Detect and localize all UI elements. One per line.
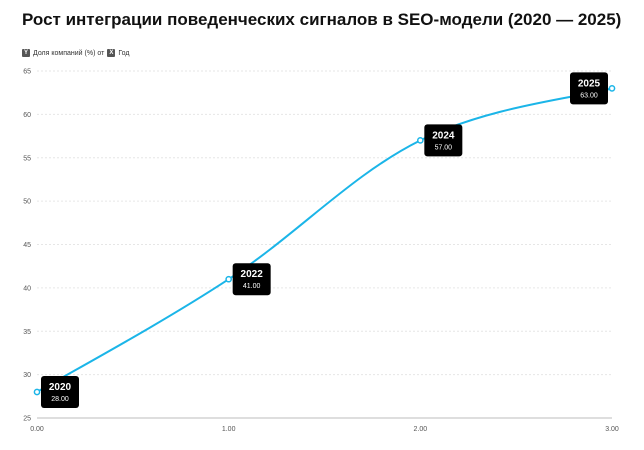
callout-year-label: 2022: [241, 269, 264, 280]
y-tick-label: 55: [23, 155, 31, 162]
grid-lines: [37, 70, 612, 419]
callout-year-label: 2025: [578, 78, 601, 89]
y-axis-badge: Y: [22, 49, 30, 57]
point-callout: 2022 41.00: [232, 263, 271, 296]
x-tick-labels: 0.00 1.00 2.00 3.00: [30, 426, 619, 433]
y-axis-caption: Доля компаний (%) от: [33, 49, 105, 57]
point-callout: 2025 63.00: [570, 72, 608, 105]
callout-value-label: 63.00: [580, 92, 598, 99]
y-tick-label: 40: [23, 285, 31, 292]
callout-box: [41, 375, 79, 408]
y-tick-label: 45: [23, 242, 31, 249]
y-tick-label: 30: [23, 372, 31, 379]
y-tick-label: 25: [23, 416, 31, 423]
x-tick-label: 0.00: [30, 426, 44, 433]
axis-caption: Y Доля компаний (%) от X Год: [22, 49, 129, 57]
x-axis-caption: Год: [118, 49, 130, 57]
callout-box: [232, 263, 271, 296]
x-tick-label: 2.00: [414, 426, 428, 433]
x-tick-label: 3.00: [605, 426, 619, 433]
x-axis-badge: X: [107, 49, 116, 57]
data-point: [416, 137, 424, 144]
point-callouts: 2020 28.00 2022 41.00 2024 57.00 2025 63.00: [41, 72, 608, 408]
callout-year-label: 2020: [49, 382, 72, 393]
data-point: [608, 85, 616, 92]
callout-year-label: 2024: [432, 130, 455, 141]
data-point: [225, 275, 233, 283]
y-tick-label: 65: [23, 69, 31, 76]
point-callout: 2024 57.00: [424, 124, 463, 157]
x-tick-label: 1.00: [222, 426, 236, 433]
y-tick-label: 50: [23, 199, 31, 206]
callout-box: [570, 72, 608, 105]
y-tick-label: 35: [23, 329, 31, 336]
series-layer: [33, 85, 616, 396]
y-tick-labels: 25 30 35 40 45 50 55 60 65: [23, 69, 31, 423]
chart-title: Рост интеграции поведенческих сигналов в…: [22, 10, 622, 29]
series-line: [36, 87, 613, 393]
callout-box: [424, 124, 463, 157]
callout-value-label: 41.00: [243, 283, 261, 290]
data-point: [33, 388, 41, 396]
y-tick-label: 60: [23, 112, 31, 119]
callout-value-label: 57.00: [435, 144, 453, 151]
point-callout: 2020 28.00: [41, 375, 79, 408]
callout-value-label: 28.00: [51, 396, 69, 403]
